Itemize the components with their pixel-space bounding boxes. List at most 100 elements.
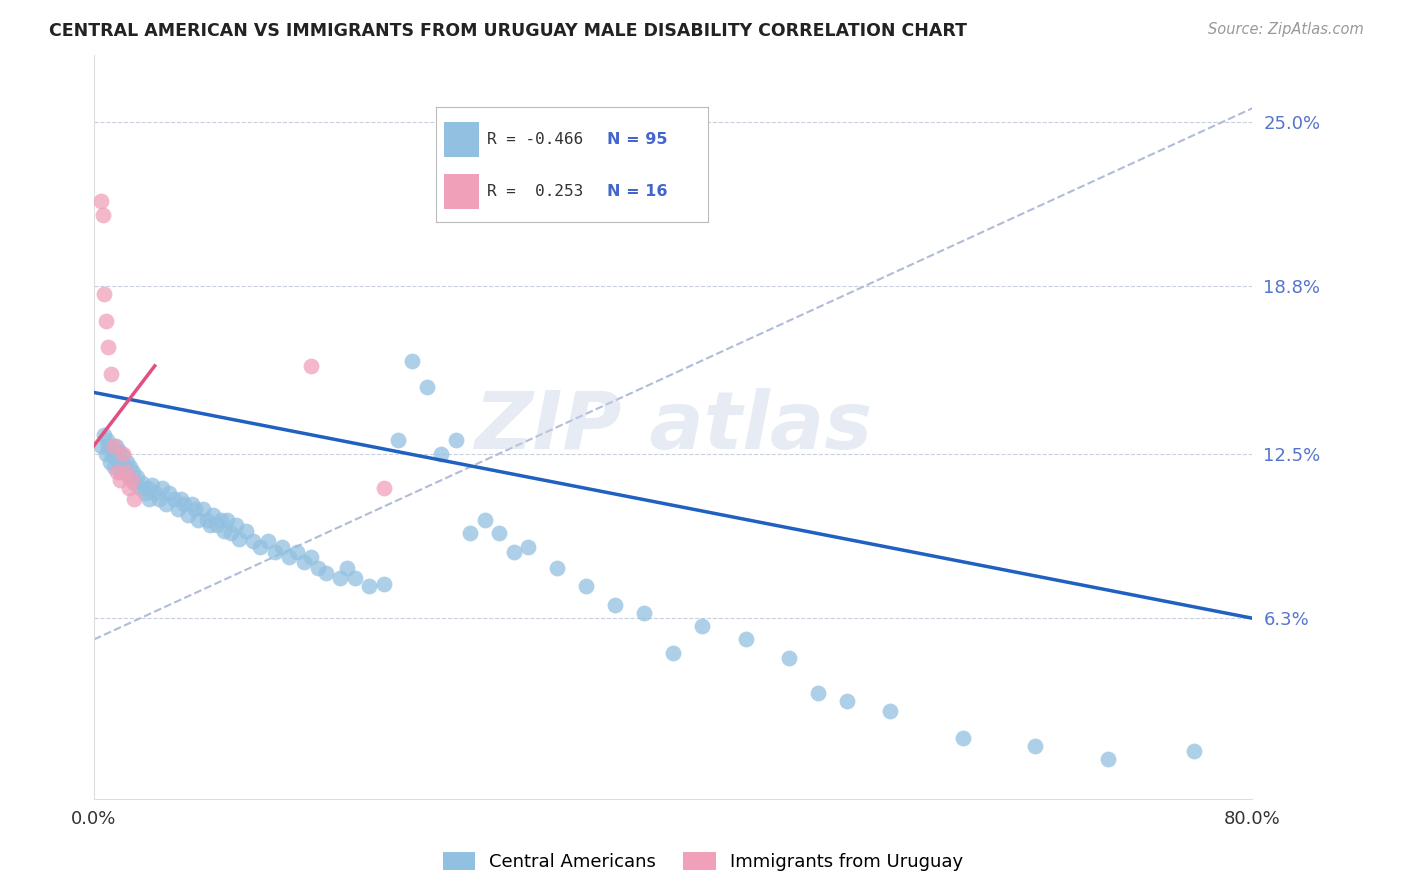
Point xyxy=(807,685,830,699)
Point xyxy=(502,545,524,559)
Point xyxy=(104,439,127,453)
Point xyxy=(285,545,308,559)
Point xyxy=(108,454,131,468)
Point xyxy=(148,491,170,506)
Point xyxy=(734,632,756,647)
Point xyxy=(271,540,294,554)
Point xyxy=(124,491,146,506)
Point xyxy=(134,486,156,500)
Point xyxy=(90,439,112,453)
Point xyxy=(121,473,143,487)
Point xyxy=(105,465,128,479)
Point xyxy=(150,481,173,495)
Point xyxy=(131,475,153,490)
Point xyxy=(1097,752,1119,766)
Point xyxy=(343,571,366,585)
Point xyxy=(952,731,974,745)
Point xyxy=(108,473,131,487)
Point xyxy=(201,508,224,522)
Point xyxy=(162,491,184,506)
Point xyxy=(329,571,352,585)
Point xyxy=(107,443,129,458)
Point xyxy=(1024,739,1046,753)
Point xyxy=(205,518,228,533)
Point xyxy=(173,497,195,511)
Point xyxy=(517,540,540,554)
Point xyxy=(835,693,858,707)
Point xyxy=(242,534,264,549)
Point xyxy=(167,502,190,516)
Point xyxy=(228,532,250,546)
Point xyxy=(307,560,329,574)
Point xyxy=(575,579,598,593)
Point xyxy=(1184,744,1206,758)
Point xyxy=(143,486,166,500)
Point xyxy=(103,439,125,453)
Point xyxy=(191,502,214,516)
Point xyxy=(101,449,124,463)
Point xyxy=(122,465,145,479)
Point xyxy=(111,446,134,460)
Point xyxy=(110,465,132,479)
Point xyxy=(357,579,380,593)
Point xyxy=(315,566,337,580)
Point xyxy=(118,481,141,495)
Point xyxy=(299,359,322,373)
Point xyxy=(488,526,510,541)
Point xyxy=(373,576,395,591)
Point xyxy=(195,513,218,527)
Point xyxy=(177,508,200,522)
Point xyxy=(662,646,685,660)
Point xyxy=(100,367,122,381)
Point xyxy=(249,540,271,554)
Text: Source: ZipAtlas.com: Source: ZipAtlas.com xyxy=(1208,22,1364,37)
Point xyxy=(94,314,117,328)
Point xyxy=(170,491,193,506)
Point xyxy=(278,550,301,565)
Point xyxy=(129,481,152,495)
Point xyxy=(114,465,136,479)
Point xyxy=(444,434,467,448)
Point xyxy=(187,513,209,527)
Point xyxy=(778,651,800,665)
Point xyxy=(633,606,655,620)
Point xyxy=(105,451,128,466)
Point xyxy=(90,194,112,209)
Point xyxy=(118,470,141,484)
Point xyxy=(127,470,149,484)
Point xyxy=(136,481,159,495)
Text: CENTRAL AMERICAN VS IMMIGRANTS FROM URUGUAY MALE DISABILITY CORRELATION CHART: CENTRAL AMERICAN VS IMMIGRANTS FROM URUG… xyxy=(49,22,967,40)
Text: ZIP atlas: ZIP atlas xyxy=(474,388,872,466)
Point xyxy=(111,449,134,463)
Point xyxy=(256,534,278,549)
Point xyxy=(155,497,177,511)
Point xyxy=(124,475,146,490)
Point xyxy=(221,526,243,541)
Point xyxy=(114,465,136,479)
Legend: Central Americans, Immigrants from Uruguay: Central Americans, Immigrants from Urugu… xyxy=(436,845,970,879)
Point xyxy=(299,550,322,565)
Point xyxy=(605,598,627,612)
Point xyxy=(198,518,221,533)
Point xyxy=(416,380,439,394)
Point xyxy=(401,353,423,368)
Point xyxy=(235,524,257,538)
Point xyxy=(97,340,120,354)
Point xyxy=(387,434,409,448)
Point xyxy=(292,556,315,570)
Point xyxy=(115,454,138,468)
Point xyxy=(112,459,135,474)
Point xyxy=(474,513,496,527)
Point xyxy=(264,545,287,559)
Point xyxy=(225,518,247,533)
Point xyxy=(879,704,901,718)
Point xyxy=(217,513,239,527)
Point xyxy=(100,443,122,458)
Point xyxy=(212,524,235,538)
Point xyxy=(138,491,160,506)
Point xyxy=(209,513,232,527)
Point xyxy=(460,526,482,541)
Point xyxy=(96,434,118,448)
Point xyxy=(373,481,395,495)
Point xyxy=(181,497,204,511)
